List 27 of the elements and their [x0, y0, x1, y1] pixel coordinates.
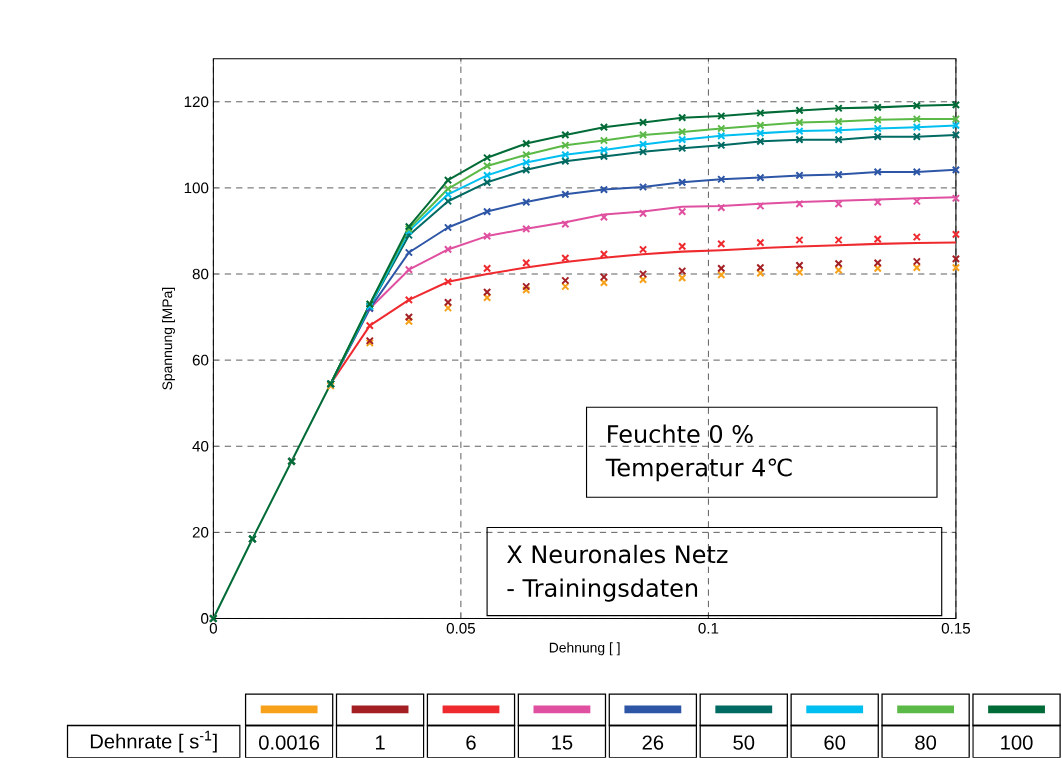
y-axis-title: Spannung [MPa] — [162, 288, 175, 390]
y-tick-label: 0 — [201, 613, 209, 624]
annotation: X Neuronales Netz — [507, 544, 728, 564]
annotation: Temperatur 4℃ — [605, 458, 792, 482]
legend-label: 60 — [824, 735, 846, 750]
legend-label: 15 — [552, 735, 573, 750]
x-axis-title: Dehnung [ ] — [549, 642, 620, 656]
y-tick-label: 60 — [192, 354, 209, 366]
x-tick-label: 0.1 — [698, 623, 719, 634]
legend-label: 26 — [642, 735, 664, 750]
legend-title: Dehnrate [ s$^{-1}$] — [90, 730, 217, 753]
legend-label: 80 — [915, 735, 937, 750]
legend-label: 100 — [1001, 735, 1033, 750]
annotation: - Trainingsdaten — [507, 578, 698, 602]
x-tick-label: 0.15 — [941, 623, 971, 634]
y-tick-label: 80 — [192, 268, 209, 280]
y-tick-label: 120 — [184, 96, 209, 108]
legend-label: 6 — [466, 735, 476, 750]
y-tick-label: 20 — [192, 527, 209, 538]
legend-label: 1 — [375, 735, 385, 750]
legend-label: 0.0016 — [259, 735, 320, 750]
x-tick-label: 0.05 — [446, 623, 475, 634]
y-tick-label: 40 — [192, 441, 209, 452]
y-tick-label: 100 — [184, 182, 209, 194]
x-tick-label: 0 — [209, 623, 217, 634]
annotation: Feuchte 0 % — [608, 424, 753, 444]
legend-label: 50 — [733, 735, 755, 750]
